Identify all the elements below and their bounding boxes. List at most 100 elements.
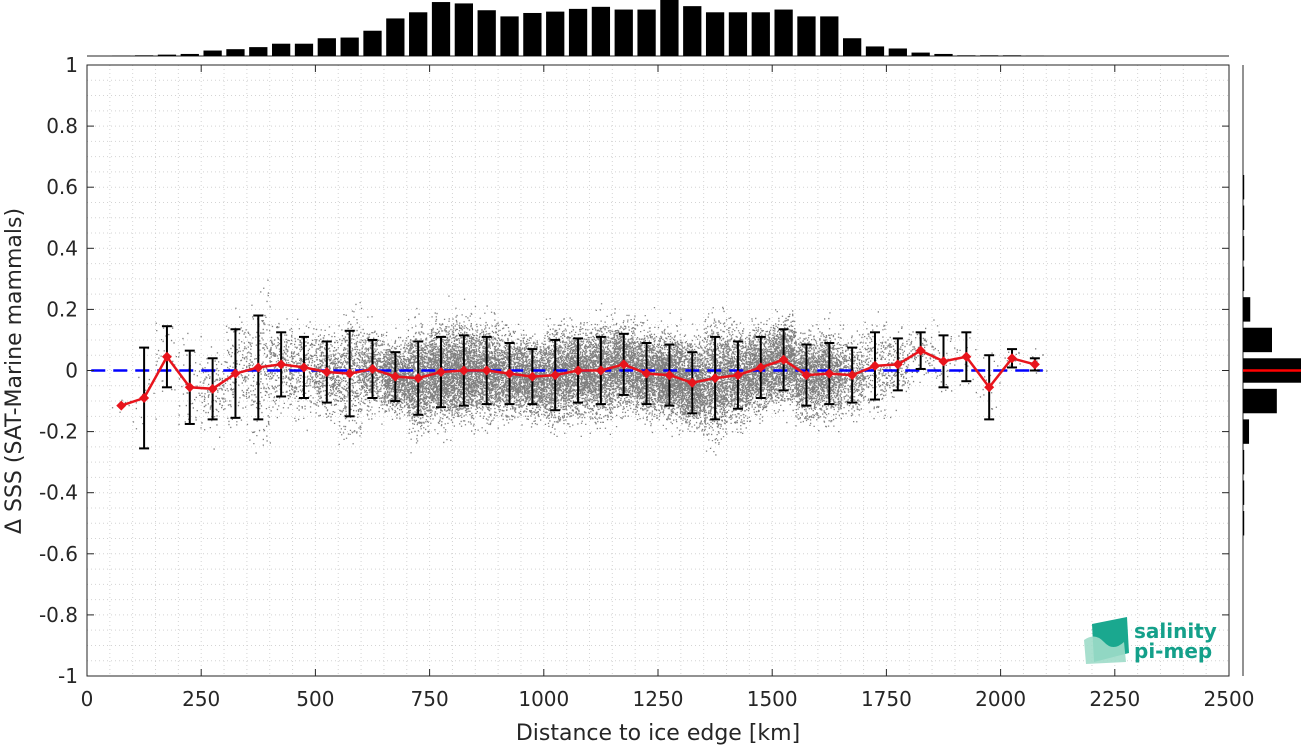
- mean-point: [961, 351, 972, 362]
- mean-point: [915, 345, 926, 356]
- mean-point: [207, 383, 218, 394]
- top-histogram-bar: [546, 11, 565, 56]
- right-histogram-bar: [1243, 449, 1245, 475]
- x-tick-label: 1250: [633, 687, 684, 711]
- mean-point: [504, 368, 515, 379]
- mean-point: [595, 365, 606, 376]
- mean-point: [687, 377, 698, 388]
- right-histogram-bar: [1243, 174, 1245, 200]
- logo-text-pimep: pi-mep: [1134, 639, 1212, 663]
- mean-point: [824, 368, 835, 379]
- top-histogram-bar: [317, 38, 336, 56]
- mean-point: [253, 362, 264, 373]
- y-tick-label: 0.8: [46, 114, 78, 138]
- top-histogram: [87, 0, 1229, 57]
- mean-point: [892, 359, 903, 370]
- mean-point: [755, 362, 766, 373]
- mean-point: [413, 373, 424, 384]
- top-histogram-bar: [934, 53, 953, 56]
- x-axis-label: Distance to ice edge [km]: [516, 721, 800, 746]
- mean-point: [321, 367, 332, 378]
- y-tick-label: 0.2: [46, 297, 78, 321]
- top-histogram-bar: [843, 38, 862, 56]
- top-histogram-bar: [637, 9, 656, 57]
- y-tick-label: -0.8: [39, 603, 78, 627]
- x-tick-label: 250: [182, 687, 220, 711]
- top-histogram-bar: [774, 9, 793, 57]
- mean-point: [344, 368, 355, 379]
- mean-point: [618, 359, 629, 370]
- right-histogram-bar: [1243, 327, 1272, 353]
- mean-point: [139, 392, 150, 403]
- y-tick-label: 1: [65, 53, 78, 77]
- top-histogram-bar: [1002, 55, 1022, 56]
- top-histogram-bar: [705, 12, 725, 56]
- top-histogram-bar: [454, 3, 473, 56]
- x-tick-label: 500: [296, 687, 334, 711]
- mean-point: [436, 367, 447, 378]
- top-histogram-bar: [911, 52, 930, 56]
- top-histogram-bar: [683, 6, 702, 57]
- top-histogram-bar: [614, 9, 633, 57]
- y-tick-label: -0.2: [39, 420, 78, 444]
- mean-point: [984, 382, 995, 393]
- mean-point: [573, 365, 584, 376]
- top-histogram-bar: [888, 48, 907, 56]
- mean-markers: [116, 345, 1040, 411]
- logo-text-salinity: salinity: [1134, 619, 1217, 643]
- top-histogram-bar: [249, 47, 268, 56]
- right-histogram: [1242, 65, 1301, 676]
- top-histogram-bar: [340, 37, 359, 56]
- mean-point: [481, 365, 492, 376]
- salinity-pi-mep-logo: salinity pi-mep: [1084, 617, 1217, 664]
- mean-point: [230, 368, 241, 379]
- top-histogram-bar: [294, 43, 314, 56]
- top-histogram-bar: [980, 55, 999, 56]
- x-tick-label: 2500: [1204, 687, 1255, 711]
- top-histogram-bar: [728, 12, 748, 56]
- mean-point: [527, 371, 538, 382]
- mean-point: [641, 368, 652, 379]
- top-histogram-bar: [523, 12, 542, 57]
- right-histogram-bar: [1243, 388, 1277, 414]
- logo-wave-icon: [1084, 636, 1126, 664]
- x-tick-label: 1500: [747, 687, 798, 711]
- y-tick-label: -1: [58, 664, 78, 688]
- right-histogram-bar: [1243, 266, 1245, 292]
- top-histogram-bar: [591, 6, 611, 56]
- mean-point: [161, 351, 172, 362]
- right-histogram-bar: [1243, 511, 1245, 536]
- mean-point: [1029, 359, 1040, 370]
- x-axis-ticks: 0 250 500 750 1000 1250 1500 1750 2000 2250 2500: [81, 65, 1255, 711]
- mean-point: [1007, 353, 1018, 364]
- mean-point: [276, 359, 287, 370]
- y-axis-label: Δ SSS (SAT-Marine mammals): [2, 208, 27, 534]
- x-tick-label: 750: [411, 687, 449, 711]
- y-tick-label: 0.4: [46, 236, 78, 260]
- top-histogram-bar: [477, 10, 496, 56]
- top-histogram-bar: [957, 55, 976, 56]
- top-histogram-bar: [203, 50, 222, 56]
- top-histogram-bar: [409, 12, 428, 56]
- top-histogram-bar: [134, 55, 154, 56]
- right-histogram-bar: [1243, 205, 1245, 230]
- right-histogram-bar: [1243, 480, 1245, 505]
- x-tick-label: 2250: [1089, 687, 1140, 711]
- mean-point: [664, 370, 675, 381]
- top-histogram-bar: [568, 8, 588, 57]
- top-histogram-bar: [226, 49, 245, 56]
- x-tick-label: 1000: [518, 687, 569, 711]
- top-histogram-bar: [797, 16, 816, 56]
- y-tick-label: 0.6: [46, 175, 78, 199]
- mean-point: [367, 363, 378, 374]
- right-histogram-bar: [1243, 419, 1250, 444]
- mean-point: [938, 356, 949, 367]
- mean-point: [710, 373, 721, 384]
- top-histogram-bar: [500, 16, 519, 56]
- top-histogram-bar: [157, 54, 177, 56]
- top-histogram-bar: [180, 53, 199, 56]
- y-tick-label: -0.4: [39, 481, 78, 505]
- top-histogram-bar: [865, 46, 885, 56]
- top-histogram-bar: [820, 16, 839, 56]
